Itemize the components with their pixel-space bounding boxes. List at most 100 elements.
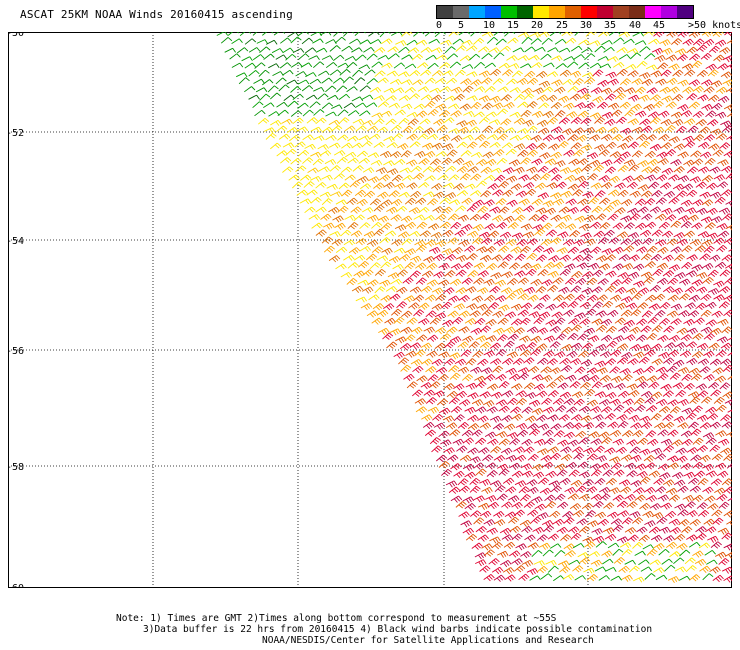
wind-barb bbox=[412, 365, 424, 374]
wind-barb bbox=[694, 558, 707, 566]
wind-barb bbox=[551, 126, 563, 134]
wind-barb bbox=[418, 302, 430, 310]
wind-barb bbox=[461, 373, 474, 382]
wind-barb bbox=[668, 494, 681, 502]
wind-barb bbox=[400, 326, 413, 334]
wind-barb bbox=[510, 183, 523, 191]
wind-barb bbox=[625, 64, 637, 70]
wind-barb bbox=[631, 78, 643, 86]
wind-barb bbox=[598, 149, 610, 157]
wind-barb bbox=[650, 166, 662, 174]
wind-barb bbox=[578, 437, 590, 445]
wind-barb bbox=[469, 213, 481, 222]
wind-barb bbox=[654, 293, 666, 302]
wind-barb bbox=[587, 520, 599, 528]
wind-barb bbox=[413, 214, 425, 221]
wind-barb bbox=[464, 245, 476, 253]
wind-barb bbox=[438, 461, 450, 469]
wind-barb bbox=[495, 374, 507, 382]
wind-barb bbox=[561, 326, 573, 335]
wind-barb bbox=[507, 63, 520, 69]
wind-barb bbox=[470, 79, 482, 87]
wind-barb bbox=[523, 93, 535, 101]
wind-barb bbox=[527, 487, 539, 495]
wind-barb bbox=[423, 256, 435, 264]
wind-barb bbox=[509, 550, 521, 558]
wind-barb bbox=[557, 439, 569, 447]
wind-barb bbox=[373, 95, 385, 102]
wind-barb bbox=[505, 454, 517, 462]
wind-barb bbox=[301, 37, 314, 45]
wind-barb bbox=[665, 101, 677, 109]
wind-barb bbox=[290, 110, 303, 117]
wind-barb bbox=[543, 525, 555, 533]
wind-barb bbox=[585, 510, 597, 518]
wind-barb bbox=[467, 392, 479, 400]
wind-barb bbox=[493, 239, 506, 247]
wind-barb bbox=[374, 70, 386, 78]
wind-barb bbox=[705, 406, 717, 415]
wind-barb bbox=[703, 245, 715, 254]
wind-barb bbox=[590, 469, 602, 477]
wind-barb bbox=[512, 287, 525, 295]
wind-barb bbox=[586, 399, 599, 407]
wind-barb bbox=[550, 192, 562, 200]
wind-barb bbox=[517, 277, 530, 285]
wind-barb bbox=[641, 213, 653, 221]
wind-barb bbox=[486, 383, 499, 391]
wind-barb bbox=[715, 350, 727, 358]
wind-barb bbox=[389, 293, 401, 301]
wind-barb bbox=[721, 326, 732, 334]
wind-barb bbox=[600, 334, 613, 343]
lat-tick-label: -58 bbox=[8, 462, 24, 473]
wind-barb bbox=[707, 69, 719, 77]
wind-barb bbox=[643, 486, 656, 495]
wind-barb bbox=[536, 343, 548, 351]
wind-barb bbox=[535, 286, 547, 294]
wind-barb bbox=[661, 95, 673, 103]
wind-barb bbox=[526, 125, 538, 133]
wind-barb bbox=[496, 493, 508, 501]
wind-barb bbox=[616, 500, 629, 509]
wind-barb bbox=[244, 38, 257, 45]
wind-barb bbox=[550, 214, 562, 222]
wind-barb bbox=[427, 406, 440, 414]
wind-barb bbox=[406, 133, 418, 141]
wind-barb bbox=[318, 70, 330, 76]
wind-barb bbox=[637, 287, 650, 295]
wind-barb bbox=[462, 335, 474, 343]
wind-barb bbox=[224, 47, 236, 53]
wind-barb bbox=[664, 149, 676, 157]
wind-barb bbox=[565, 111, 578, 119]
wind-barb bbox=[642, 510, 654, 518]
wind-barb bbox=[432, 206, 444, 214]
wind-barb bbox=[426, 334, 439, 342]
wind-barb bbox=[381, 38, 393, 45]
wind-barb bbox=[445, 480, 458, 488]
wind-barb bbox=[653, 32, 665, 38]
wind-barb bbox=[670, 220, 682, 228]
wind-barb bbox=[630, 239, 643, 247]
wind-barb bbox=[611, 134, 623, 142]
wind-barb bbox=[495, 349, 507, 357]
wind-barb bbox=[458, 485, 471, 493]
wind-barb bbox=[604, 358, 617, 366]
wind-barb bbox=[588, 134, 601, 142]
wind-barb bbox=[511, 558, 523, 566]
wind-barb bbox=[343, 102, 356, 109]
wind-barb bbox=[651, 47, 664, 55]
wind-barb bbox=[511, 383, 523, 391]
wind-barb bbox=[579, 381, 591, 390]
wind-barb bbox=[461, 64, 474, 70]
wind-barb bbox=[326, 183, 338, 190]
wind-barb bbox=[441, 468, 453, 477]
wind-barb bbox=[286, 79, 298, 85]
wind-barb bbox=[510, 303, 523, 311]
wind-barb bbox=[725, 172, 732, 180]
wind-barb bbox=[668, 264, 681, 272]
wind-barb bbox=[310, 175, 322, 182]
wind-barb bbox=[617, 390, 630, 399]
wind-barb bbox=[520, 302, 533, 310]
wind-barb bbox=[587, 262, 600, 270]
wind-barb bbox=[397, 71, 410, 78]
